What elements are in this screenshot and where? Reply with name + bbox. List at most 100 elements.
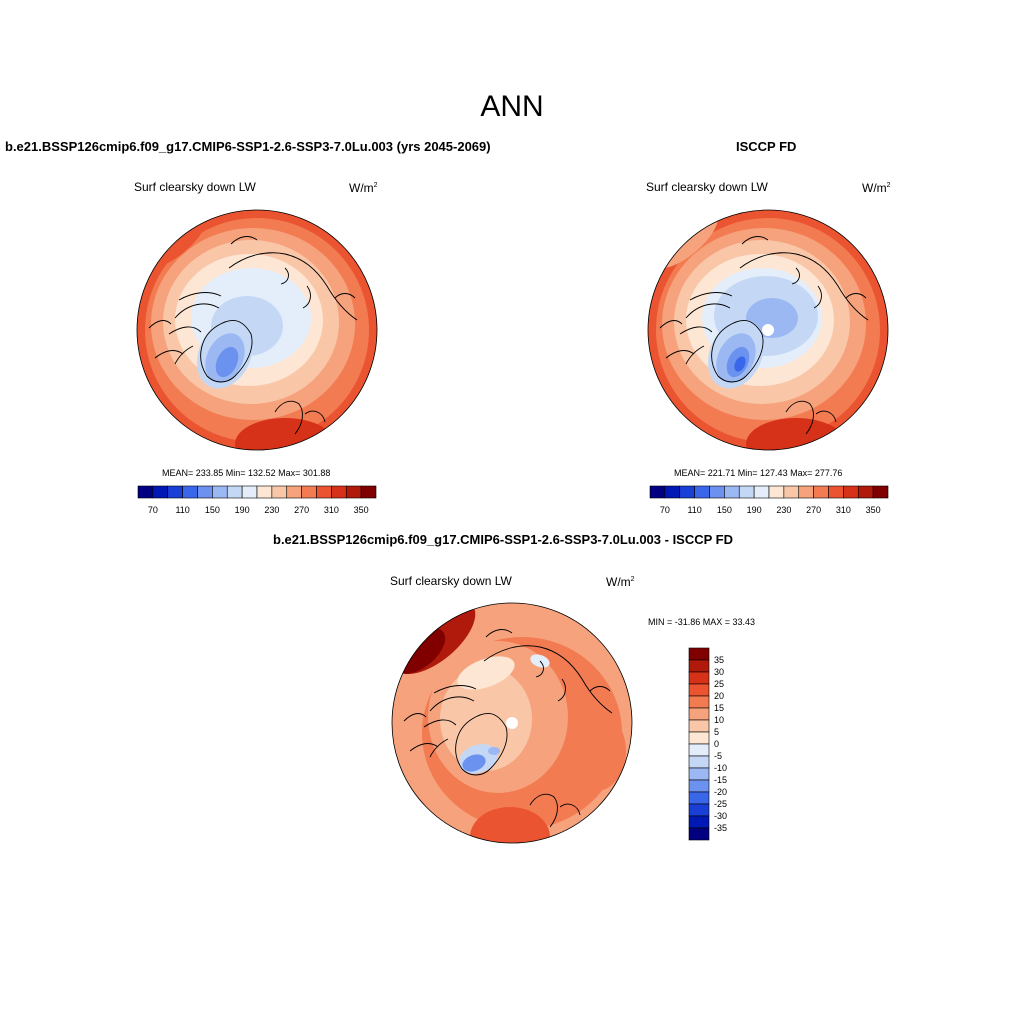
panel2-colorbar-swatch — [872, 485, 889, 499]
panel1-colorbar-swatch — [301, 485, 317, 499]
panel1-map-greenland-field — [215, 346, 239, 378]
panel3-units: W/m2 — [606, 575, 635, 589]
panel1-title: b.e21.BSSP126cmip6.f09_g17.CMIP6-SSP1-2.… — [5, 139, 491, 154]
panel3-colorbar-swatch — [688, 659, 710, 673]
panel3-stats: MIN = -31.86 MAX = 33.43 — [648, 617, 756, 627]
north-america-coastline — [659, 320, 695, 359]
panel2-title: ISCCP FD — [736, 139, 797, 154]
panel2-colorbar-tick-label: 150 — [717, 505, 732, 515]
greenland-coastline — [711, 319, 764, 383]
panel3-colorbar-tick-label: -10 — [714, 763, 727, 773]
panel3-colorbar-swatch — [688, 815, 710, 829]
greenland-coastline — [200, 319, 253, 383]
panel3-map-pole-hole — [506, 717, 518, 729]
panel3-colorbar-swatch — [688, 743, 710, 757]
panel2-colorbar-swatch — [694, 485, 710, 499]
panel3-colorbar-tick-label: 20 — [714, 691, 724, 701]
panel3-colorbar-swatch — [688, 755, 710, 769]
panel3-map-greenland-field — [488, 747, 500, 755]
siberia-coastline — [483, 645, 613, 714]
panel2-colorbar-tick-label: 310 — [836, 505, 851, 515]
panel1-colorbar-swatch — [137, 485, 154, 499]
alaska-coastline — [741, 236, 867, 299]
panel2-colorbar-swatch — [679, 485, 695, 499]
panel3-map-band — [440, 667, 532, 771]
panel3-colorbar-swatch — [688, 683, 710, 697]
panel3-colorbar-swatch — [688, 731, 710, 745]
figure-title: ANN — [480, 90, 544, 123]
panel3-map-warm-edge — [470, 807, 550, 843]
panel2-colorbar-swatch — [649, 485, 666, 499]
panel3-colorbar-tick-label: 25 — [714, 679, 724, 689]
panel1-colorbar-swatch — [152, 485, 169, 499]
panel3-map-border — [391, 602, 633, 844]
panel1-colorbar-tick-label: 110 — [175, 505, 189, 515]
panel3-colorbar-tick-label: -5 — [714, 751, 722, 761]
alaska-coastline — [485, 629, 611, 692]
panel2-colorbar-swatch — [664, 485, 681, 499]
panel2-map-warm-edge — [746, 418, 846, 450]
panel3-colorbar-swatch — [688, 827, 710, 841]
greenland-coastline — [455, 712, 508, 776]
panel1-colorbar-swatch — [226, 485, 243, 499]
north-america-coastline — [148, 320, 184, 359]
panel2-colorbar-tick-label: 70 — [660, 505, 670, 515]
panel2-colorbar-swatch — [843, 485, 859, 499]
panel1-stats: MEAN= 233.85 Min= 132.52 Max= 301.88 — [162, 468, 331, 478]
panel2-colorbar-swatch — [783, 485, 800, 499]
panel3-colorbar-swatch — [688, 695, 710, 709]
siberian-islands-coastline — [535, 660, 566, 702]
panel2-variable: Surf clearsky down LW — [646, 180, 768, 194]
panel1-map — [136, 209, 378, 451]
panel1-colorbar-swatch — [286, 485, 302, 499]
panel2-colorbar-swatch — [724, 485, 740, 499]
panel3-colorbar: 35 30 25 20 15 10 5 0 -5 -10 -15 -20 -25 -30 -35 — [688, 647, 727, 841]
panel3-colorbar-tick-label: 10 — [714, 715, 724, 725]
panel2-colorbar-swatch — [709, 485, 725, 499]
panel2-colorbar-swatch — [798, 485, 814, 499]
siberian-islands-coastline — [791, 267, 822, 309]
panel1-variable: Surf clearsky down LW — [134, 180, 256, 194]
panel1-colorbar-swatch — [271, 485, 288, 499]
panel1-colorbar-swatch — [256, 485, 273, 499]
panel3-map-near-zero — [457, 656, 515, 690]
panel1-map-warm-edge — [235, 418, 335, 450]
panel2-colorbar: 70 110 150 190 230 270 310 350 — [649, 485, 889, 515]
panel2-colorbar-tick-label: 270 — [806, 505, 821, 515]
north-america-coastline — [403, 713, 439, 752]
siberian-islands-coastline — [280, 267, 311, 309]
panel3-variable: Surf clearsky down LW — [390, 574, 512, 588]
panel3-title: b.e21.BSSP126cmip6.f09_g17.CMIP6-SSP1-2.… — [273, 532, 734, 547]
panel2-map-pole-hole — [762, 324, 774, 336]
panel1-colorbar: 70 110 150 190 230 270 310 350 — [137, 485, 377, 515]
panel1-colorbar-swatch — [212, 485, 228, 499]
canada-archipelago-coastline — [423, 685, 477, 758]
panel2-colorbar-swatch — [768, 485, 785, 499]
panel1-colorbar-tick-label: 270 — [294, 505, 309, 515]
panel2-units: W/m2 — [862, 181, 891, 195]
panel1-colorbar-swatch — [360, 485, 377, 499]
panel1-colorbar-tick-label: 230 — [264, 505, 279, 515]
panel2-colorbar-swatch — [738, 485, 755, 499]
canada-archipelago-coastline — [168, 292, 222, 365]
panel2-colorbar-swatch — [828, 485, 844, 499]
panel1-units: W/m2 — [349, 181, 378, 195]
panel2-map-greenland-field — [734, 356, 746, 372]
panel3-map-warm-edge — [566, 711, 626, 791]
panel3-colorbar-tick-label: 35 — [714, 655, 724, 665]
panel3-map-greenland-field — [462, 754, 486, 772]
panel3-colorbar-tick-label: 15 — [714, 703, 724, 713]
panel3-map — [391, 602, 633, 844]
siberia-coastline — [228, 252, 358, 321]
panel2-colorbar-tick-label: 350 — [866, 505, 881, 515]
panel1-map-border — [136, 209, 378, 451]
panel3-colorbar-tick-label: -35 — [714, 823, 727, 833]
scandinavia-coastline — [529, 793, 581, 828]
panel2-colorbar-tick-label: 190 — [747, 505, 762, 515]
panel2-map-border — [647, 209, 889, 451]
panel2-map — [647, 209, 889, 451]
panel1-colorbar-tick-label: 350 — [354, 505, 369, 515]
panel1-colorbar-swatch — [241, 485, 258, 499]
panel1-colorbar-tick-label: 190 — [235, 505, 250, 515]
panel2-colorbar-swatch — [857, 485, 874, 499]
